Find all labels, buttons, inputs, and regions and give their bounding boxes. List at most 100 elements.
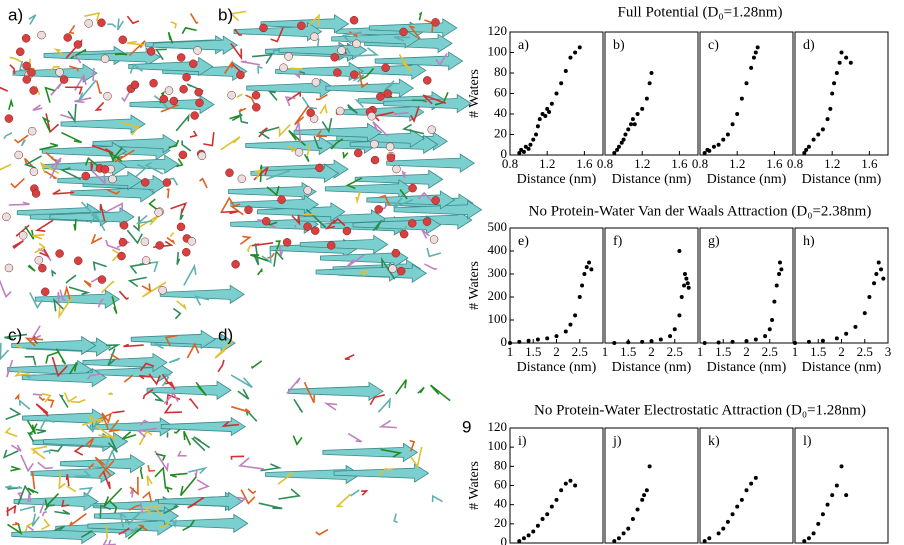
bond — [61, 499, 70, 508]
bond — [188, 397, 199, 410]
data-point — [881, 276, 886, 281]
bond — [34, 242, 46, 254]
bond — [324, 219, 336, 230]
bond — [43, 449, 51, 454]
x-tick-label: 1 — [792, 344, 799, 359]
bond — [344, 47, 351, 54]
water — [158, 286, 167, 295]
water — [399, 229, 409, 239]
data-point — [716, 531, 721, 536]
bond — [435, 53, 448, 67]
bond — [409, 439, 416, 452]
data-point — [853, 324, 858, 329]
data-point — [649, 71, 654, 75]
water — [193, 46, 202, 55]
bond — [267, 90, 278, 101]
bond — [265, 169, 291, 181]
water — [187, 237, 197, 246]
bond — [267, 252, 276, 259]
bond — [187, 496, 205, 509]
data-point — [668, 334, 673, 339]
bond — [10, 465, 22, 472]
data-point — [862, 311, 867, 316]
image-label: c) — [8, 325, 22, 344]
bond — [422, 94, 447, 105]
bond — [410, 446, 423, 469]
bond — [352, 47, 380, 57]
x-tick-label: 1.6 — [576, 156, 593, 171]
water — [169, 96, 179, 106]
water — [55, 68, 64, 77]
bond — [121, 91, 131, 103]
water — [429, 235, 439, 244]
bond — [291, 214, 301, 226]
bond — [101, 412, 110, 430]
data-point — [589, 267, 594, 272]
bond — [176, 300, 187, 311]
bond — [344, 354, 355, 360]
bond — [126, 229, 143, 245]
bond — [378, 419, 397, 429]
bond — [50, 65, 60, 72]
data-point — [677, 313, 682, 318]
bond — [155, 453, 166, 461]
water — [140, 237, 150, 247]
data-point — [632, 122, 637, 127]
bond — [52, 189, 75, 195]
water — [119, 221, 129, 230]
water — [141, 256, 151, 265]
data-point — [730, 339, 735, 344]
bond — [94, 101, 105, 111]
panel-label: f) — [613, 234, 623, 249]
bond — [257, 65, 263, 74]
bond — [165, 381, 176, 390]
water — [259, 23, 268, 33]
bond — [152, 391, 165, 402]
data-point — [716, 340, 721, 345]
bond — [114, 149, 135, 163]
water — [118, 35, 128, 45]
bond — [86, 373, 102, 380]
beta-sheet — [354, 169, 444, 189]
x-tick-label: 1 — [697, 344, 704, 359]
plot-frame — [699, 427, 794, 544]
water — [244, 205, 253, 215]
bond — [303, 153, 310, 163]
data-point — [623, 132, 628, 137]
x-tick-label: 1.2 — [539, 156, 555, 171]
bond — [89, 504, 100, 508]
data-point — [508, 341, 512, 345]
bond — [154, 466, 167, 489]
bond — [345, 253, 366, 268]
data-point — [834, 336, 839, 341]
bond — [91, 144, 114, 154]
data-point — [526, 338, 531, 343]
beta-sheet — [160, 416, 246, 437]
data-point — [582, 272, 587, 276]
bond — [47, 399, 55, 408]
bond — [44, 493, 60, 508]
beta-sheet — [293, 122, 383, 143]
bond — [58, 394, 69, 408]
bond — [106, 344, 121, 352]
bond — [293, 398, 304, 413]
bond — [35, 219, 54, 232]
data-point — [573, 50, 578, 55]
bond — [0, 86, 9, 92]
data-point — [820, 338, 825, 343]
bond — [110, 353, 121, 361]
bond — [176, 251, 181, 265]
water — [97, 275, 107, 284]
bond — [0, 163, 12, 171]
bond — [251, 241, 274, 247]
x-axis-label: Distance (nm) — [517, 360, 597, 375]
x-tick-label: 2 — [838, 344, 845, 359]
bond — [90, 213, 106, 232]
beta-sheet — [49, 207, 135, 227]
bond — [278, 488, 302, 500]
bond — [67, 103, 77, 124]
bond — [230, 455, 245, 460]
data-point — [753, 50, 758, 55]
bond — [165, 486, 173, 493]
data-point — [749, 481, 754, 486]
